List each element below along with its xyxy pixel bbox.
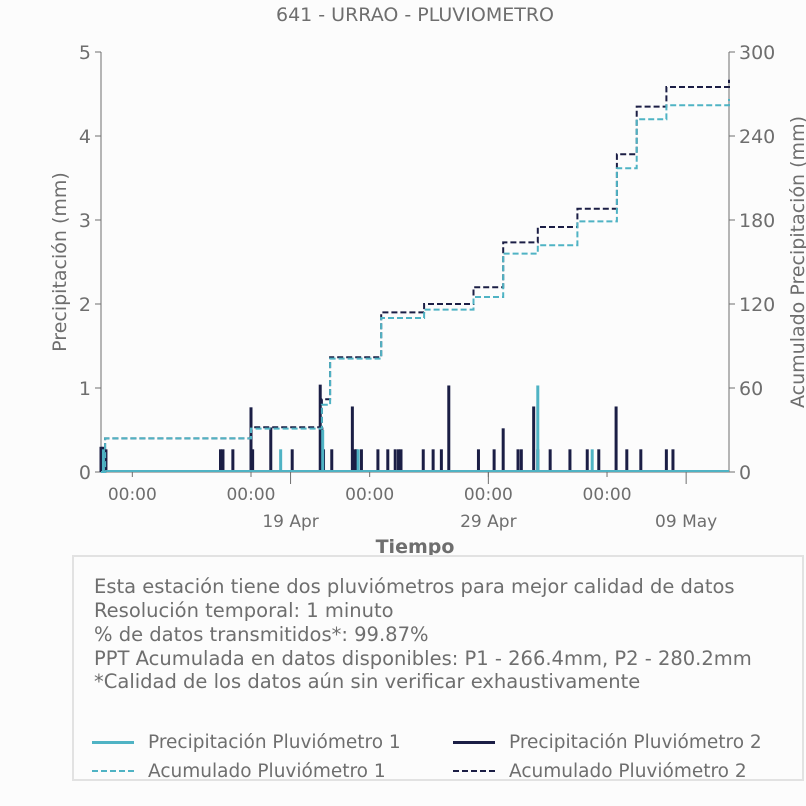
precip-bar-p2 <box>532 406 536 472</box>
precip-bar-p2 <box>354 449 358 472</box>
y2-tick-label: 120 <box>739 294 775 316</box>
precip-bar-p2 <box>393 449 397 472</box>
precip-bar-p2 <box>568 449 572 472</box>
chart-title: 641 - URRAO - PLUVIOMETRO <box>276 4 554 26</box>
precip-bar-p2 <box>219 449 223 472</box>
x-tick-label: 00:00 <box>464 485 513 505</box>
y-tick-label: 3 <box>79 210 91 232</box>
legend-p2-acum: Acumulado Pluviómetro 2 <box>453 759 747 783</box>
precip-bar-p2 <box>399 449 403 472</box>
precip-bar-p2 <box>516 449 520 472</box>
legend-swatch-p2-solid <box>453 740 495 744</box>
precip-bar-p1 <box>356 449 360 472</box>
precip-bar-p2 <box>585 449 589 472</box>
precip-bar-p2 <box>350 406 354 472</box>
precip-bar-p2 <box>99 446 103 472</box>
legend-label-p1-precip: Precipitación Pluviómetro 1 <box>148 731 401 753</box>
x-axis-label: Tiempo <box>376 536 455 558</box>
precip-bar-p2 <box>251 449 255 472</box>
precip-bar-p2 <box>221 449 225 472</box>
y2-tick-label: 60 <box>739 378 763 400</box>
precip-bar-p2 <box>614 406 618 472</box>
precip-bar-p2 <box>290 449 294 472</box>
y2-tick-label: 240 <box>739 126 775 148</box>
precip-bar-p2 <box>376 449 380 472</box>
precip-bar-p2 <box>249 407 253 472</box>
precip-bar-p2 <box>501 428 505 472</box>
info-panel: Esta estación tiene dos pluviómetros par… <box>72 555 804 783</box>
precip-bar-p2 <box>476 449 480 472</box>
precip-bar-p2 <box>664 449 668 472</box>
y-axis-label: Precipitación (mm) <box>49 172 71 352</box>
precip-bar-p1 <box>101 449 105 472</box>
legend-p1-acum: Acumulado Pluviómetro 1 <box>92 759 386 783</box>
precipitation-chart: 641 - URRAO - PLUVIOMETRO 0 1 2 3 4 5 0 60 120 18… <box>49 4 806 558</box>
precip-bar-p1 <box>590 449 594 472</box>
x-tick-label: 00:00 <box>345 485 394 505</box>
accumulated-line-p2 <box>101 79 730 473</box>
precip-bar-p2 <box>625 449 629 472</box>
legend-swatch-p2-dashed <box>453 770 495 772</box>
legend-p2-precip: Precipitación Pluviómetro 2 <box>453 730 762 754</box>
note-transmitted: % de datos transmitidos*: 99.87% <box>94 623 429 646</box>
precip-bar-p1 <box>279 449 283 472</box>
precip-bar-p2 <box>386 449 390 472</box>
legend-p1-precip: Precipitación Pluviómetro 1 <box>92 730 401 754</box>
precip-bar-p2 <box>431 449 435 472</box>
legend-label-p2-acum: Acumulado Pluviómetro 2 <box>509 760 747 782</box>
precip-bar-p2 <box>104 449 108 472</box>
legend-swatch-p1-solid <box>92 740 134 744</box>
y-tick-label: 5 <box>79 42 91 64</box>
note-quality: *Calidad de los datos aún sin verificar … <box>94 670 641 693</box>
x-tick-label: 00:00 <box>108 485 157 505</box>
y2-axis-label: Acumulado Precipitación (mm) <box>787 116 806 408</box>
note-resolution: Resolución temporal: 1 minuto <box>94 599 394 622</box>
y-tick-label: 4 <box>79 126 91 148</box>
precip-bar-p2 <box>421 449 425 472</box>
precip-bar-p2 <box>639 449 643 472</box>
precip-bar-p2 <box>519 449 523 472</box>
y2-tick-label: 180 <box>739 210 775 232</box>
x-major-tick-label: 09 May <box>655 512 717 532</box>
x-tick-label: 00:00 <box>226 485 275 505</box>
y2-tick-label: 0 <box>739 462 751 484</box>
precip-bar-p2 <box>439 449 443 472</box>
y-tick-label: 2 <box>79 294 91 316</box>
x-tick-label: 00:00 <box>583 485 632 505</box>
precip-bar-p2 <box>231 449 235 472</box>
precip-bar-p2 <box>330 449 334 472</box>
y-tick-label: 0 <box>79 462 91 484</box>
legend-label-p2-precip: Precipitación Pluviómetro 2 <box>509 731 762 753</box>
precip-bar-p2 <box>447 385 451 472</box>
precip-bar-p2 <box>597 449 601 472</box>
precip-bar-p2 <box>548 449 552 472</box>
x-major-tick-label: 19 Apr <box>262 512 318 532</box>
precip-bar-p2 <box>359 449 363 472</box>
plot-area: 0 1 2 3 4 5 0 60 120 180 240 300 00:00 00:00 00:00 00:0… <box>79 42 775 532</box>
legend-label-p1-acum: Acumulado Pluviómetro 1 <box>148 760 386 782</box>
y-tick-label: 1 <box>79 378 91 400</box>
precip-bar-p2 <box>397 449 401 472</box>
precip-bar-p2 <box>671 449 675 472</box>
note-accumulated: PPT Acumulada en datos disponibles: P1 -… <box>94 647 752 670</box>
precip-bar-p1 <box>536 385 540 472</box>
legend-swatch-p1-dashed <box>92 770 134 772</box>
precip-bar-p2 <box>492 449 496 472</box>
precip-bar-p2 <box>269 427 273 472</box>
note-station: Esta estación tiene dos pluviómetros par… <box>94 575 735 598</box>
x-major-tick-label: 29 Apr <box>460 512 516 532</box>
precip-bar-p2 <box>353 449 357 472</box>
y2-tick-label: 300 <box>739 42 775 64</box>
precip-bar-p1 <box>321 430 325 472</box>
